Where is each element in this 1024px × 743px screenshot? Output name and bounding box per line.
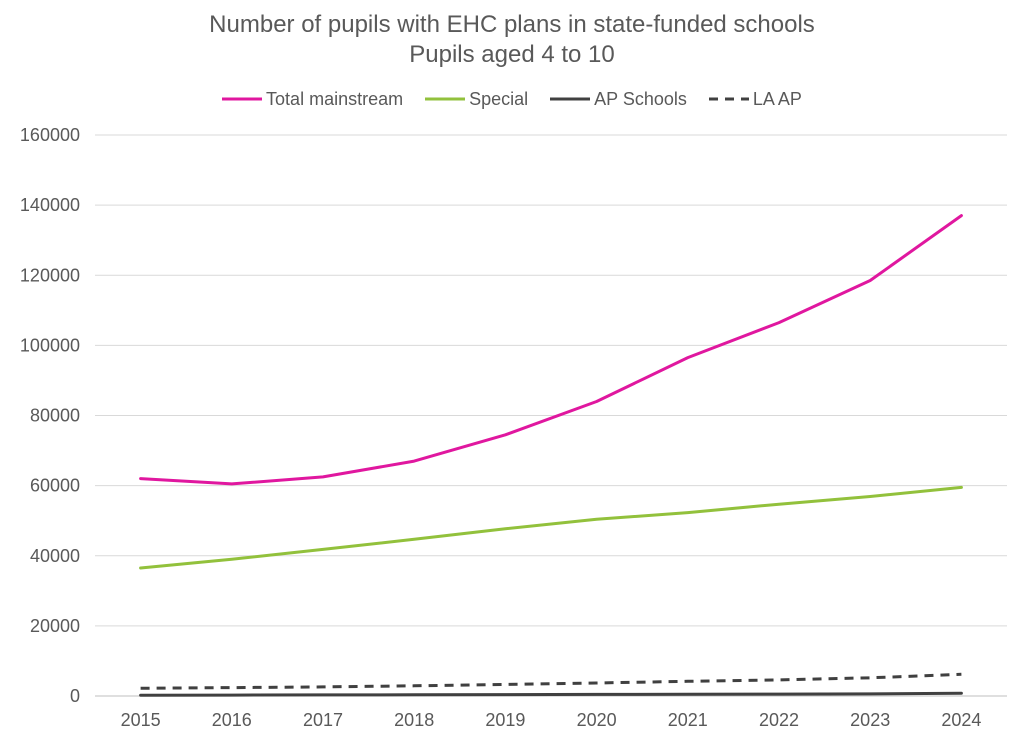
legend-swatch-ap-schools	[550, 97, 591, 101]
legend-item-ap-schools: AP Schools	[550, 89, 687, 110]
x-tick-label: 2024	[941, 710, 981, 730]
legend-label-la-ap: LA AP	[752, 88, 802, 109]
legend-label-total-mainstream: Total mainstream	[266, 88, 404, 109]
chart-title: Number of pupils with EHC plans in state…	[209, 11, 815, 38]
y-tick-label: 140000	[20, 195, 80, 215]
x-tick-label: 2015	[121, 710, 161, 730]
y-tick-label: 40000	[30, 546, 80, 566]
series-line-la-ap	[140, 672, 962, 690]
legend-item-total-mainstream: Total mainstream	[222, 89, 403, 110]
y-tick-label: 60000	[30, 476, 80, 496]
legend-swatch-special	[425, 97, 466, 101]
legend-label-special: Special	[469, 88, 529, 109]
x-tick-label: 2023	[850, 710, 890, 730]
x-tick-label: 2019	[485, 710, 525, 730]
series-line-total-mainstream	[139, 214, 963, 486]
y-tick-label: 100000	[20, 335, 80, 355]
x-tick-label: 2016	[212, 710, 252, 730]
legend-item-la-ap: LA AP	[708, 88, 802, 110]
x-tick-label: 2018	[394, 710, 434, 730]
y-tick-label: 80000	[30, 406, 80, 426]
y-tick-label: 120000	[20, 265, 80, 285]
legend: Total mainstream Special AP Schools LA A…	[0, 85, 1024, 113]
x-tick-label: 2021	[668, 710, 708, 730]
series-line-special	[139, 485, 963, 570]
y-tick-label: 20000	[30, 616, 80, 636]
legend-label-ap-schools: AP Schools	[594, 88, 687, 109]
x-tick-label: 2020	[577, 710, 617, 730]
y-tick-label: 160000	[20, 125, 80, 145]
y-tick-label: 0	[70, 686, 80, 706]
legend-swatch-total-mainstream	[222, 97, 263, 101]
series-line-ap-schools	[139, 691, 963, 697]
x-tick-label: 2022	[759, 710, 799, 730]
legend-item-special: Special	[425, 89, 528, 110]
chart-subtitle: Pupils aged 4 to 10	[409, 41, 615, 68]
x-tick-label: 2017	[303, 710, 343, 730]
legend-swatch-la-ap	[708, 97, 749, 101]
